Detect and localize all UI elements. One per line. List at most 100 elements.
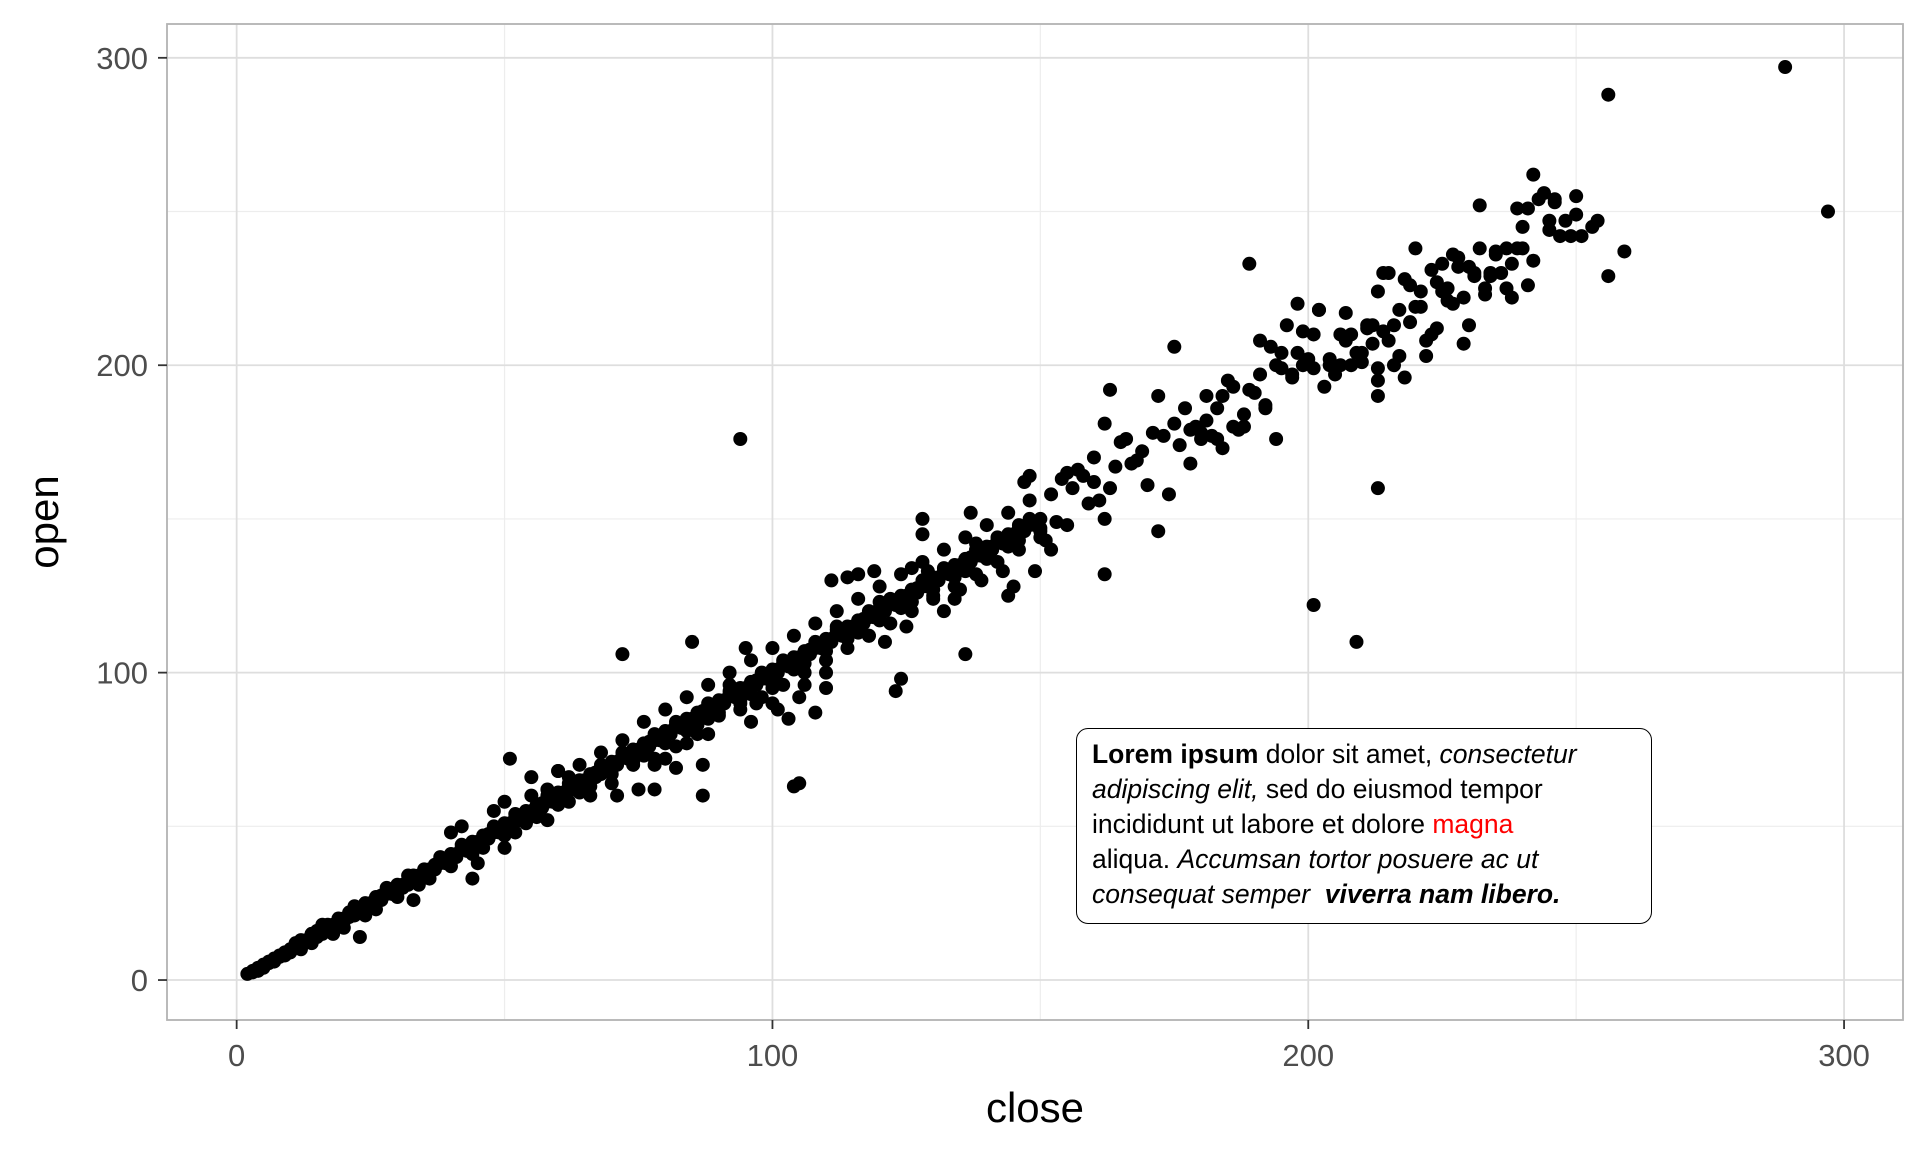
data-point — [1370, 361, 1385, 376]
data-point — [368, 902, 383, 917]
data-point — [963, 505, 978, 520]
annotation-segment: Lorem ipsum — [1092, 739, 1259, 769]
data-point — [1386, 318, 1401, 333]
data-point — [749, 696, 764, 711]
data-point — [529, 810, 544, 825]
data-point — [1403, 315, 1418, 330]
data-point — [1167, 339, 1182, 354]
data-point — [1215, 441, 1230, 456]
y-tick-label: 0 — [131, 963, 148, 998]
data-point — [1472, 241, 1487, 256]
annotation-segment: aliqua. — [1092, 844, 1178, 874]
data-point — [433, 850, 448, 865]
data-point — [1178, 401, 1193, 416]
data-point — [572, 785, 587, 800]
data-point — [358, 908, 373, 923]
data-point — [1392, 302, 1407, 317]
data-point — [1103, 382, 1118, 397]
data-point — [819, 681, 834, 695]
data-point — [390, 890, 405, 905]
data-point — [561, 770, 576, 785]
data-point — [1097, 416, 1112, 431]
data-point — [824, 573, 839, 588]
data-point — [1022, 511, 1037, 526]
data-point — [1108, 459, 1123, 474]
data-point — [861, 604, 876, 619]
data-point — [1172, 438, 1187, 453]
data-point — [1092, 493, 1107, 508]
data-point — [293, 942, 308, 957]
data-point — [695, 757, 710, 772]
data-point — [1365, 336, 1380, 351]
data-point — [1574, 229, 1589, 244]
data-point — [1001, 539, 1016, 554]
data-point — [1504, 256, 1519, 271]
data-point — [958, 530, 973, 545]
data-point — [1306, 598, 1321, 612]
data-point — [379, 880, 394, 895]
x-tick-label: 200 — [1282, 1038, 1334, 1073]
data-point — [936, 604, 951, 619]
data-point — [744, 714, 759, 729]
data-point — [915, 511, 930, 526]
data-point — [577, 773, 592, 788]
data-point — [1617, 244, 1632, 259]
data-point — [695, 788, 710, 803]
data-point — [1081, 496, 1096, 511]
data-point — [776, 653, 791, 668]
data-point — [679, 724, 694, 739]
data-point — [915, 527, 930, 542]
data-point — [1354, 345, 1369, 360]
data-point — [797, 677, 812, 692]
data-point — [797, 665, 812, 680]
data-point — [904, 594, 919, 609]
data-point — [1569, 207, 1584, 222]
data-point — [685, 634, 700, 649]
data-point — [722, 665, 737, 680]
data-point — [636, 748, 651, 763]
data-point — [1419, 349, 1434, 363]
y-axis-title: open — [20, 475, 67, 568]
data-point — [669, 739, 684, 754]
data-point — [1515, 241, 1530, 256]
data-point — [829, 604, 844, 619]
data-point — [1199, 388, 1214, 403]
data-point — [326, 926, 341, 941]
data-point — [1194, 432, 1209, 446]
data-point — [615, 647, 630, 662]
data-point — [1403, 278, 1418, 293]
data-point — [1322, 352, 1337, 367]
data-point — [808, 634, 823, 649]
data-point — [808, 705, 823, 720]
annotation-segment: incididunt ut labore et dolore — [1092, 809, 1433, 839]
data-point — [465, 871, 480, 886]
x-axis-title: close — [986, 1084, 1084, 1131]
data-point — [744, 653, 759, 668]
annotation-segment: dolor sit amet, — [1258, 739, 1440, 769]
data-point — [990, 530, 1005, 545]
data-point — [1001, 505, 1016, 520]
data-point — [1499, 241, 1514, 256]
data-point — [1344, 358, 1359, 373]
data-point — [636, 714, 651, 729]
plot-border — [166, 23, 1904, 1021]
data-point — [1601, 87, 1616, 102]
data-point — [1445, 296, 1460, 311]
data-point — [336, 920, 351, 935]
data-point — [1370, 481, 1385, 496]
data-point — [1049, 515, 1064, 529]
annotation-segment: adipiscing elit, — [1092, 774, 1259, 804]
data-point — [936, 561, 951, 576]
data-point — [470, 856, 485, 871]
data-point — [1226, 419, 1241, 434]
data-point — [899, 619, 914, 634]
data-point — [1274, 361, 1289, 376]
data-point — [819, 665, 834, 680]
data-point — [781, 711, 796, 726]
data-point — [497, 794, 512, 809]
data-point — [1247, 385, 1262, 400]
data-point — [1488, 244, 1503, 259]
data-point — [1236, 419, 1251, 434]
data-point — [352, 930, 367, 944]
